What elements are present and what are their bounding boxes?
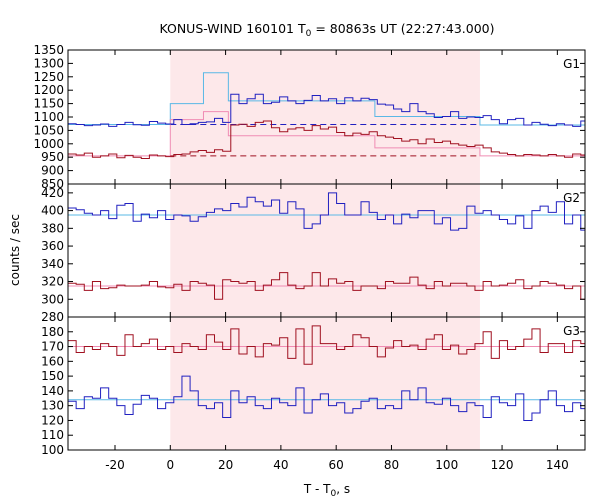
y-tick-label: 280 bbox=[41, 310, 64, 324]
panel-frame-g3 bbox=[67, 316, 586, 451]
y-tick-label: 1350 bbox=[33, 43, 64, 57]
y-tick-label: 1200 bbox=[33, 83, 64, 97]
panel-label-g2: G2 bbox=[563, 191, 580, 205]
g3-series-red bbox=[68, 325, 585, 365]
x-axis-label: T - T0, s bbox=[303, 482, 350, 499]
y-tick-label: 340 bbox=[41, 257, 64, 271]
y-tick-label: 1250 bbox=[33, 70, 64, 84]
x-tick-label: 140 bbox=[546, 458, 569, 472]
x-tick-label: 80 bbox=[384, 458, 399, 472]
y-tick-label: 100 bbox=[41, 443, 64, 457]
x-tick-label: 20 bbox=[218, 458, 233, 472]
y-tick-label: 1150 bbox=[33, 97, 64, 111]
y-tick-label: 180 bbox=[41, 325, 64, 339]
x-tick-label: 40 bbox=[273, 458, 288, 472]
g2-series-blue bbox=[68, 192, 585, 231]
x-tick-label: 0 bbox=[166, 458, 174, 472]
y-tick-label: 1300 bbox=[33, 56, 64, 70]
x-tick-label: 100 bbox=[435, 458, 458, 472]
y-tick-label: 120 bbox=[41, 413, 64, 427]
panel-g2: 280 300 320 340 360 380 400 420 G2 bbox=[41, 183, 586, 324]
y-tick-label: 420 bbox=[41, 186, 64, 200]
y-tick-label: 1050 bbox=[33, 123, 64, 137]
y-tick-label: 110 bbox=[41, 428, 64, 442]
y-tick-label: 170 bbox=[41, 340, 64, 354]
x-tick-label: 60 bbox=[329, 458, 344, 472]
panel-g1: 8509009501000105011001150120012501300135… bbox=[33, 43, 586, 191]
panel-label-g3: G3 bbox=[563, 324, 580, 338]
plot-area: 8509009501000105011001150120012501300135… bbox=[33, 43, 586, 472]
y-tick-label: 380 bbox=[41, 221, 64, 235]
y-tick-label: 150 bbox=[41, 369, 64, 383]
y-tick-label: 320 bbox=[41, 275, 64, 289]
x-tick-label: 120 bbox=[491, 458, 514, 472]
y-tick-label: 1000 bbox=[33, 137, 64, 151]
g1-series-blue bbox=[68, 93, 585, 127]
chart-title: KONUS-WIND 160101 T0 = 80863s UT (22:27:… bbox=[159, 21, 494, 39]
y-tick-label: 300 bbox=[41, 292, 64, 306]
highlight-interval-shade bbox=[170, 50, 480, 450]
y-tick-label: 130 bbox=[41, 399, 64, 413]
y-tick-label: 140 bbox=[41, 384, 64, 398]
y-tick-label: 900 bbox=[41, 164, 64, 178]
g3-series-blue bbox=[68, 375, 585, 421]
y-tick-label: 950 bbox=[41, 150, 64, 164]
g2-series-red bbox=[68, 272, 585, 300]
y-tick-label: 850 bbox=[41, 177, 64, 191]
y-tick-label: 360 bbox=[41, 239, 64, 253]
panel-label-g1: G1 bbox=[563, 57, 580, 71]
g1-fit-2 bbox=[68, 111, 585, 157]
g1-series-red bbox=[68, 120, 585, 160]
y-tick-label: 400 bbox=[41, 204, 64, 218]
y-tick-label: 160 bbox=[41, 354, 64, 368]
x-tick-label: -20 bbox=[105, 458, 125, 472]
y-axis-label: counts / sec bbox=[8, 214, 22, 286]
y-tick-label: 1100 bbox=[33, 110, 64, 124]
